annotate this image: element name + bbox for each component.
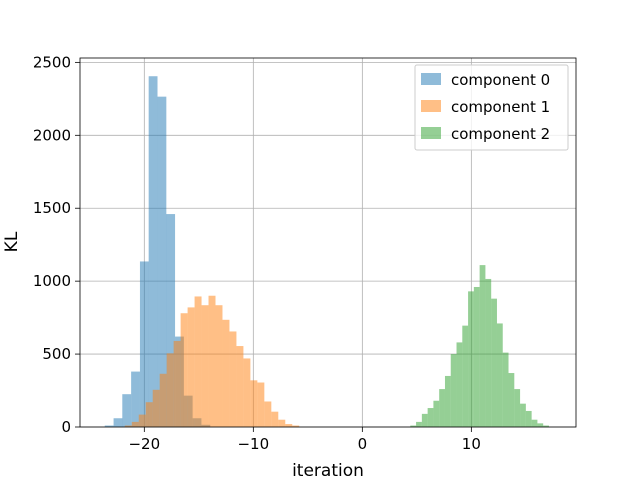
bar-component-0-4 bbox=[139, 261, 149, 427]
y-tick-label-2: 1000 bbox=[33, 272, 71, 290]
bar-component-2-5 bbox=[439, 389, 445, 427]
bar-component-1-22 bbox=[278, 419, 286, 427]
bar-component-1-12 bbox=[208, 295, 216, 427]
x-tick-label-1: −10 bbox=[237, 435, 269, 453]
legend-box bbox=[414, 64, 569, 151]
bar-component-2-7 bbox=[450, 354, 457, 427]
y-tick-label-1: 500 bbox=[42, 345, 71, 363]
bar-component-1-1 bbox=[131, 421, 139, 427]
bar-component-0-3 bbox=[131, 371, 140, 427]
bar-component-1-6 bbox=[166, 353, 174, 427]
bar-component-1-0 bbox=[124, 425, 132, 427]
legend-label-component-1: component 1 bbox=[451, 98, 550, 116]
bar-component-1-10 bbox=[194, 296, 202, 427]
y-tick-label-5: 2500 bbox=[33, 53, 71, 71]
bar-component-1-8 bbox=[180, 313, 188, 427]
bar-component-2-15 bbox=[496, 323, 503, 427]
bar-component-2-4 bbox=[433, 400, 440, 427]
bar-component-1-3 bbox=[145, 402, 153, 427]
bar-component-1-21 bbox=[271, 411, 279, 427]
bar-component-0-5 bbox=[148, 76, 158, 427]
bar-component-0-0 bbox=[104, 425, 114, 427]
bar-component-1-9 bbox=[187, 307, 195, 427]
y-axis-label: KL bbox=[2, 231, 22, 252]
bar-component-2-19 bbox=[520, 403, 526, 427]
y-tick-label-3: 1500 bbox=[33, 199, 71, 217]
legend-swatch-component-1 bbox=[421, 100, 441, 112]
bar-component-1-19 bbox=[257, 382, 265, 427]
bar-component-1-17 bbox=[243, 358, 251, 427]
y-tick-label-0: 0 bbox=[61, 418, 71, 436]
bar-component-1-2 bbox=[138, 414, 146, 427]
bar-component-1-16 bbox=[236, 346, 244, 427]
bar-component-2-22 bbox=[537, 423, 544, 427]
bar-component-1-5 bbox=[159, 373, 167, 427]
bar-component-1-11 bbox=[201, 305, 209, 427]
bar-component-0-2 bbox=[122, 394, 132, 427]
bar-component-1-23 bbox=[285, 424, 293, 427]
bar-component-1-4 bbox=[152, 389, 160, 427]
bar-component-2-13 bbox=[485, 278, 492, 427]
bar-component-1-14 bbox=[222, 319, 230, 427]
bar-component-2-11 bbox=[473, 286, 480, 427]
bar-component-2-23 bbox=[543, 425, 549, 427]
legend-label-component-0: component 0 bbox=[451, 71, 550, 89]
x-tick-label-0: −20 bbox=[128, 435, 160, 453]
bar-component-1-24 bbox=[292, 425, 300, 427]
bar-component-2-17 bbox=[508, 373, 515, 427]
bar-component-1-20 bbox=[264, 401, 272, 427]
y-tick-label-4: 2000 bbox=[33, 126, 71, 144]
x-axis-label: iteration bbox=[292, 461, 364, 480]
bar-component-2-18 bbox=[514, 389, 521, 427]
bar-component-2-8 bbox=[456, 342, 463, 427]
bar-component-2-1 bbox=[416, 421, 422, 427]
legend-label-component-2: component 2 bbox=[451, 125, 550, 143]
bar-component-2-0 bbox=[410, 425, 417, 427]
legend-swatch-component-0 bbox=[421, 73, 441, 85]
x-tick-label-3: 10 bbox=[462, 435, 481, 453]
bar-component-0-6 bbox=[157, 96, 167, 427]
x-tick-label-2: 0 bbox=[358, 435, 368, 453]
legend: component 0 component 1 component 2 bbox=[414, 64, 569, 151]
bar-component-0-1 bbox=[113, 418, 123, 427]
bar-component-2-9 bbox=[462, 325, 469, 427]
bar-component-2-16 bbox=[502, 352, 509, 427]
bar-component-2-14 bbox=[491, 298, 497, 427]
legend-swatch-component-2 bbox=[421, 127, 441, 139]
bar-component-2-10 bbox=[468, 291, 474, 427]
bar-component-2-6 bbox=[444, 375, 451, 427]
bar-component-1-15 bbox=[229, 331, 237, 427]
bar-component-2-20 bbox=[525, 410, 532, 427]
bar-component-1-18 bbox=[250, 380, 258, 427]
bar-component-1-7 bbox=[173, 340, 181, 427]
bar-component-2-12 bbox=[479, 265, 486, 427]
bar-component-2-21 bbox=[531, 419, 538, 427]
bars bbox=[104, 76, 549, 427]
bar-component-2-2 bbox=[421, 413, 428, 427]
axis-ticks: −20 −10 0 10 0 500 1000 1500 2000 2500 bbox=[33, 53, 481, 453]
bar-component-2-3 bbox=[427, 408, 434, 427]
bar-component-0-7 bbox=[166, 214, 176, 427]
plot-frame bbox=[79, 57, 577, 428]
bar-component-1-13 bbox=[215, 305, 223, 427]
